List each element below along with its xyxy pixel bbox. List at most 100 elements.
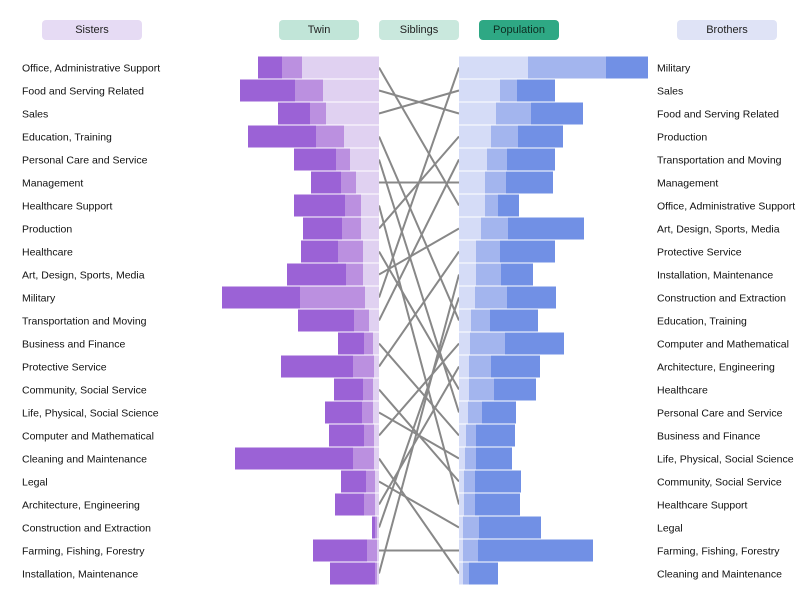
sisters-bar-population (361, 217, 379, 240)
sisters-bar-population (302, 56, 379, 79)
brothers-category-label: Life, Physical, Social Science (657, 454, 794, 466)
sisters-bar-siblings (353, 447, 379, 470)
brothers-bar-population (459, 263, 476, 286)
brothers-bar-population (459, 332, 470, 355)
sisters-category-label: Life, Physical, Social Science (22, 408, 159, 420)
sisters-category-label: Military (22, 293, 56, 305)
brothers-bar-population (459, 125, 491, 148)
twin-button[interactable]: Twin (279, 20, 359, 40)
brothers-bar-siblings (459, 562, 469, 585)
sisters-bar-population (365, 286, 379, 309)
category-connector (378, 205, 460, 505)
brothers-bar-population (459, 447, 465, 470)
sisters-bar-siblings (367, 539, 379, 562)
population-button[interactable]: Population (479, 20, 559, 40)
brothers-bar-twin (459, 516, 541, 539)
brothers-labels: Military Sales Food and Serving Related Pro… (657, 63, 795, 581)
brothers-bar-population (459, 217, 481, 240)
category-connector (378, 297, 460, 528)
category-connector (378, 250, 460, 391)
sisters-bar-twin (235, 447, 379, 470)
brothers-category-label: Military (657, 63, 691, 75)
brothers-bar-population (459, 194, 485, 217)
brothers-category-label: Food and Serving Related (657, 109, 779, 121)
sisters-bar-siblings (353, 355, 379, 378)
sisters-category-label: Art, Design, Sports, Media (22, 270, 145, 282)
sisters-category-label: Education, Training (22, 132, 112, 144)
sisters-category-label: Office, Administrative Support (22, 63, 160, 75)
category-connector (378, 365, 460, 506)
sisters-category-label: Personal Care and Service (22, 155, 148, 167)
brothers-bar-population (459, 286, 475, 309)
siblings-button[interactable]: Siblings (379, 20, 459, 40)
brothers-bar-population (459, 309, 471, 332)
brothers-category-label: Cleaning and Maintenance (657, 569, 782, 581)
brothers-bar-population (459, 401, 468, 424)
brothers-bar-population (459, 470, 464, 493)
sisters-bar-population (363, 263, 379, 286)
sisters-bars (222, 56, 379, 585)
brothers-bar-siblings (459, 539, 478, 562)
sisters-category-label: Sales (22, 109, 48, 121)
brothers-category-label: Education, Training (657, 316, 747, 328)
brothers-category-label: Farming, Fishing, Forestry (657, 546, 780, 558)
brothers-bar-population (459, 539, 463, 562)
sisters-bar-population (377, 562, 379, 585)
sisters-category-label: Architecture, Engineering (22, 500, 140, 512)
category-connector (378, 67, 460, 298)
brothers-bar-population (459, 493, 464, 516)
brothers-category-label: Community, Social Service (657, 477, 782, 489)
sisters-category-label: Computer and Mathematical (22, 431, 154, 443)
category-connector (378, 159, 460, 413)
sisters-category-label: Food and Serving Related (22, 86, 144, 98)
brothers-bar-siblings (459, 332, 505, 355)
sisters-bar-population (375, 493, 379, 516)
brothers-button[interactable]: Brothers (677, 20, 777, 40)
sisters-category-label: Production (22, 224, 72, 236)
brothers-category-label: Legal (657, 523, 683, 535)
brothers-bar-population (459, 424, 466, 447)
brothers-category-label: Healthcare Support (657, 500, 748, 512)
sisters-bar-twin (330, 562, 379, 585)
sisters-bar-population (369, 309, 379, 332)
category-connector (378, 89, 460, 115)
brothers-bar-population (459, 79, 500, 102)
brothers-bar-population (459, 355, 469, 378)
sisters-bar-population (326, 102, 379, 125)
category-connector (378, 136, 460, 321)
sisters-category-label: Protective Service (22, 362, 107, 374)
brothers-category-label: Business and Finance (657, 431, 760, 443)
sisters-bar-population (374, 447, 379, 470)
sisters-bar-population (377, 539, 379, 562)
sisters-category-label: Transportation and Moving (22, 316, 147, 328)
sisters-category-label: Installation, Maintenance (22, 569, 138, 581)
brothers-category-label: Management (657, 178, 718, 190)
category-connector (378, 250, 460, 368)
sisters-bar-population (350, 148, 379, 171)
brothers-category-label: Transportation and Moving (657, 155, 782, 167)
sisters-bar-population (373, 332, 379, 355)
sisters-category-label: Farming, Fishing, Forestry (22, 546, 145, 558)
category-connector (378, 342, 460, 437)
brothers-bars (459, 56, 648, 585)
category-connector (378, 480, 460, 529)
sisters-bar-siblings (300, 286, 379, 309)
sisters-bar-population (373, 378, 379, 401)
sisters-bar-population (363, 240, 379, 263)
sisters-bar-population (374, 424, 379, 447)
sisters-category-label: Community, Social Service (22, 385, 147, 397)
brothers-category-label: Computer and Mathematical (657, 339, 789, 351)
sisters-bar-population (323, 79, 379, 102)
brothers-category-label: Office, Administrative Support (657, 201, 795, 213)
category-connector (378, 457, 460, 575)
brothers-category-label: Protective Service (657, 247, 742, 259)
sisters-bar-population (356, 171, 379, 194)
brothers-category-label: Construction and Extraction (657, 293, 786, 305)
sisters-button[interactable]: Sisters (42, 20, 142, 40)
category-connector (378, 227, 460, 276)
connector-lines (378, 66, 460, 575)
brothers-bar-population (459, 562, 463, 585)
sisters-category-label: Construction and Extraction (22, 523, 151, 535)
sisters-bar-population (373, 401, 379, 424)
sisters-bar-twin (313, 539, 379, 562)
